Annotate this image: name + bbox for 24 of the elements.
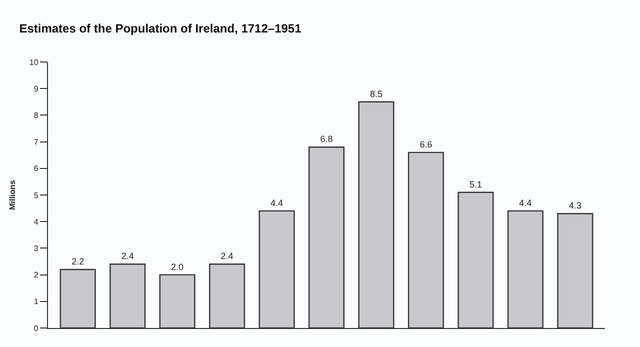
- y-tick-label: 4: [34, 217, 39, 226]
- y-tick-label: 5: [34, 190, 39, 200]
- data-label: 2.2: [72, 256, 84, 266]
- y-tick-label: 0: [34, 324, 39, 333]
- data-label: 2.4: [220, 251, 234, 262]
- data-label: 2.4: [121, 251, 134, 262]
- data-label: 4.3: [568, 200, 582, 211]
- y-tick-label: 2: [34, 270, 39, 280]
- y-tick-label: 10: [29, 58, 39, 67]
- data-label: 4.4: [270, 198, 284, 208]
- data-label: 4.4: [519, 198, 532, 208]
- y-tick-label: 6: [34, 164, 39, 174]
- data-label: 8.5: [370, 88, 382, 99]
- y-axis-title: Millions: [8, 180, 18, 210]
- y-tick-label: 7: [34, 138, 39, 147]
- y-tick-label: 8: [34, 111, 39, 120]
- data-label: 6.6: [420, 139, 432, 150]
- data-label: 6.8: [320, 134, 333, 144]
- data-label: 2.0: [171, 262, 184, 272]
- y-tick-label: 3: [34, 244, 39, 253]
- y-tick-label: 9: [34, 84, 39, 94]
- chart-title: Estimates of the Population of Ireland, 1712–1951: [19, 22, 302, 36]
- data-label: 5.1: [469, 179, 482, 190]
- y-tick-label: 1: [34, 297, 39, 306]
